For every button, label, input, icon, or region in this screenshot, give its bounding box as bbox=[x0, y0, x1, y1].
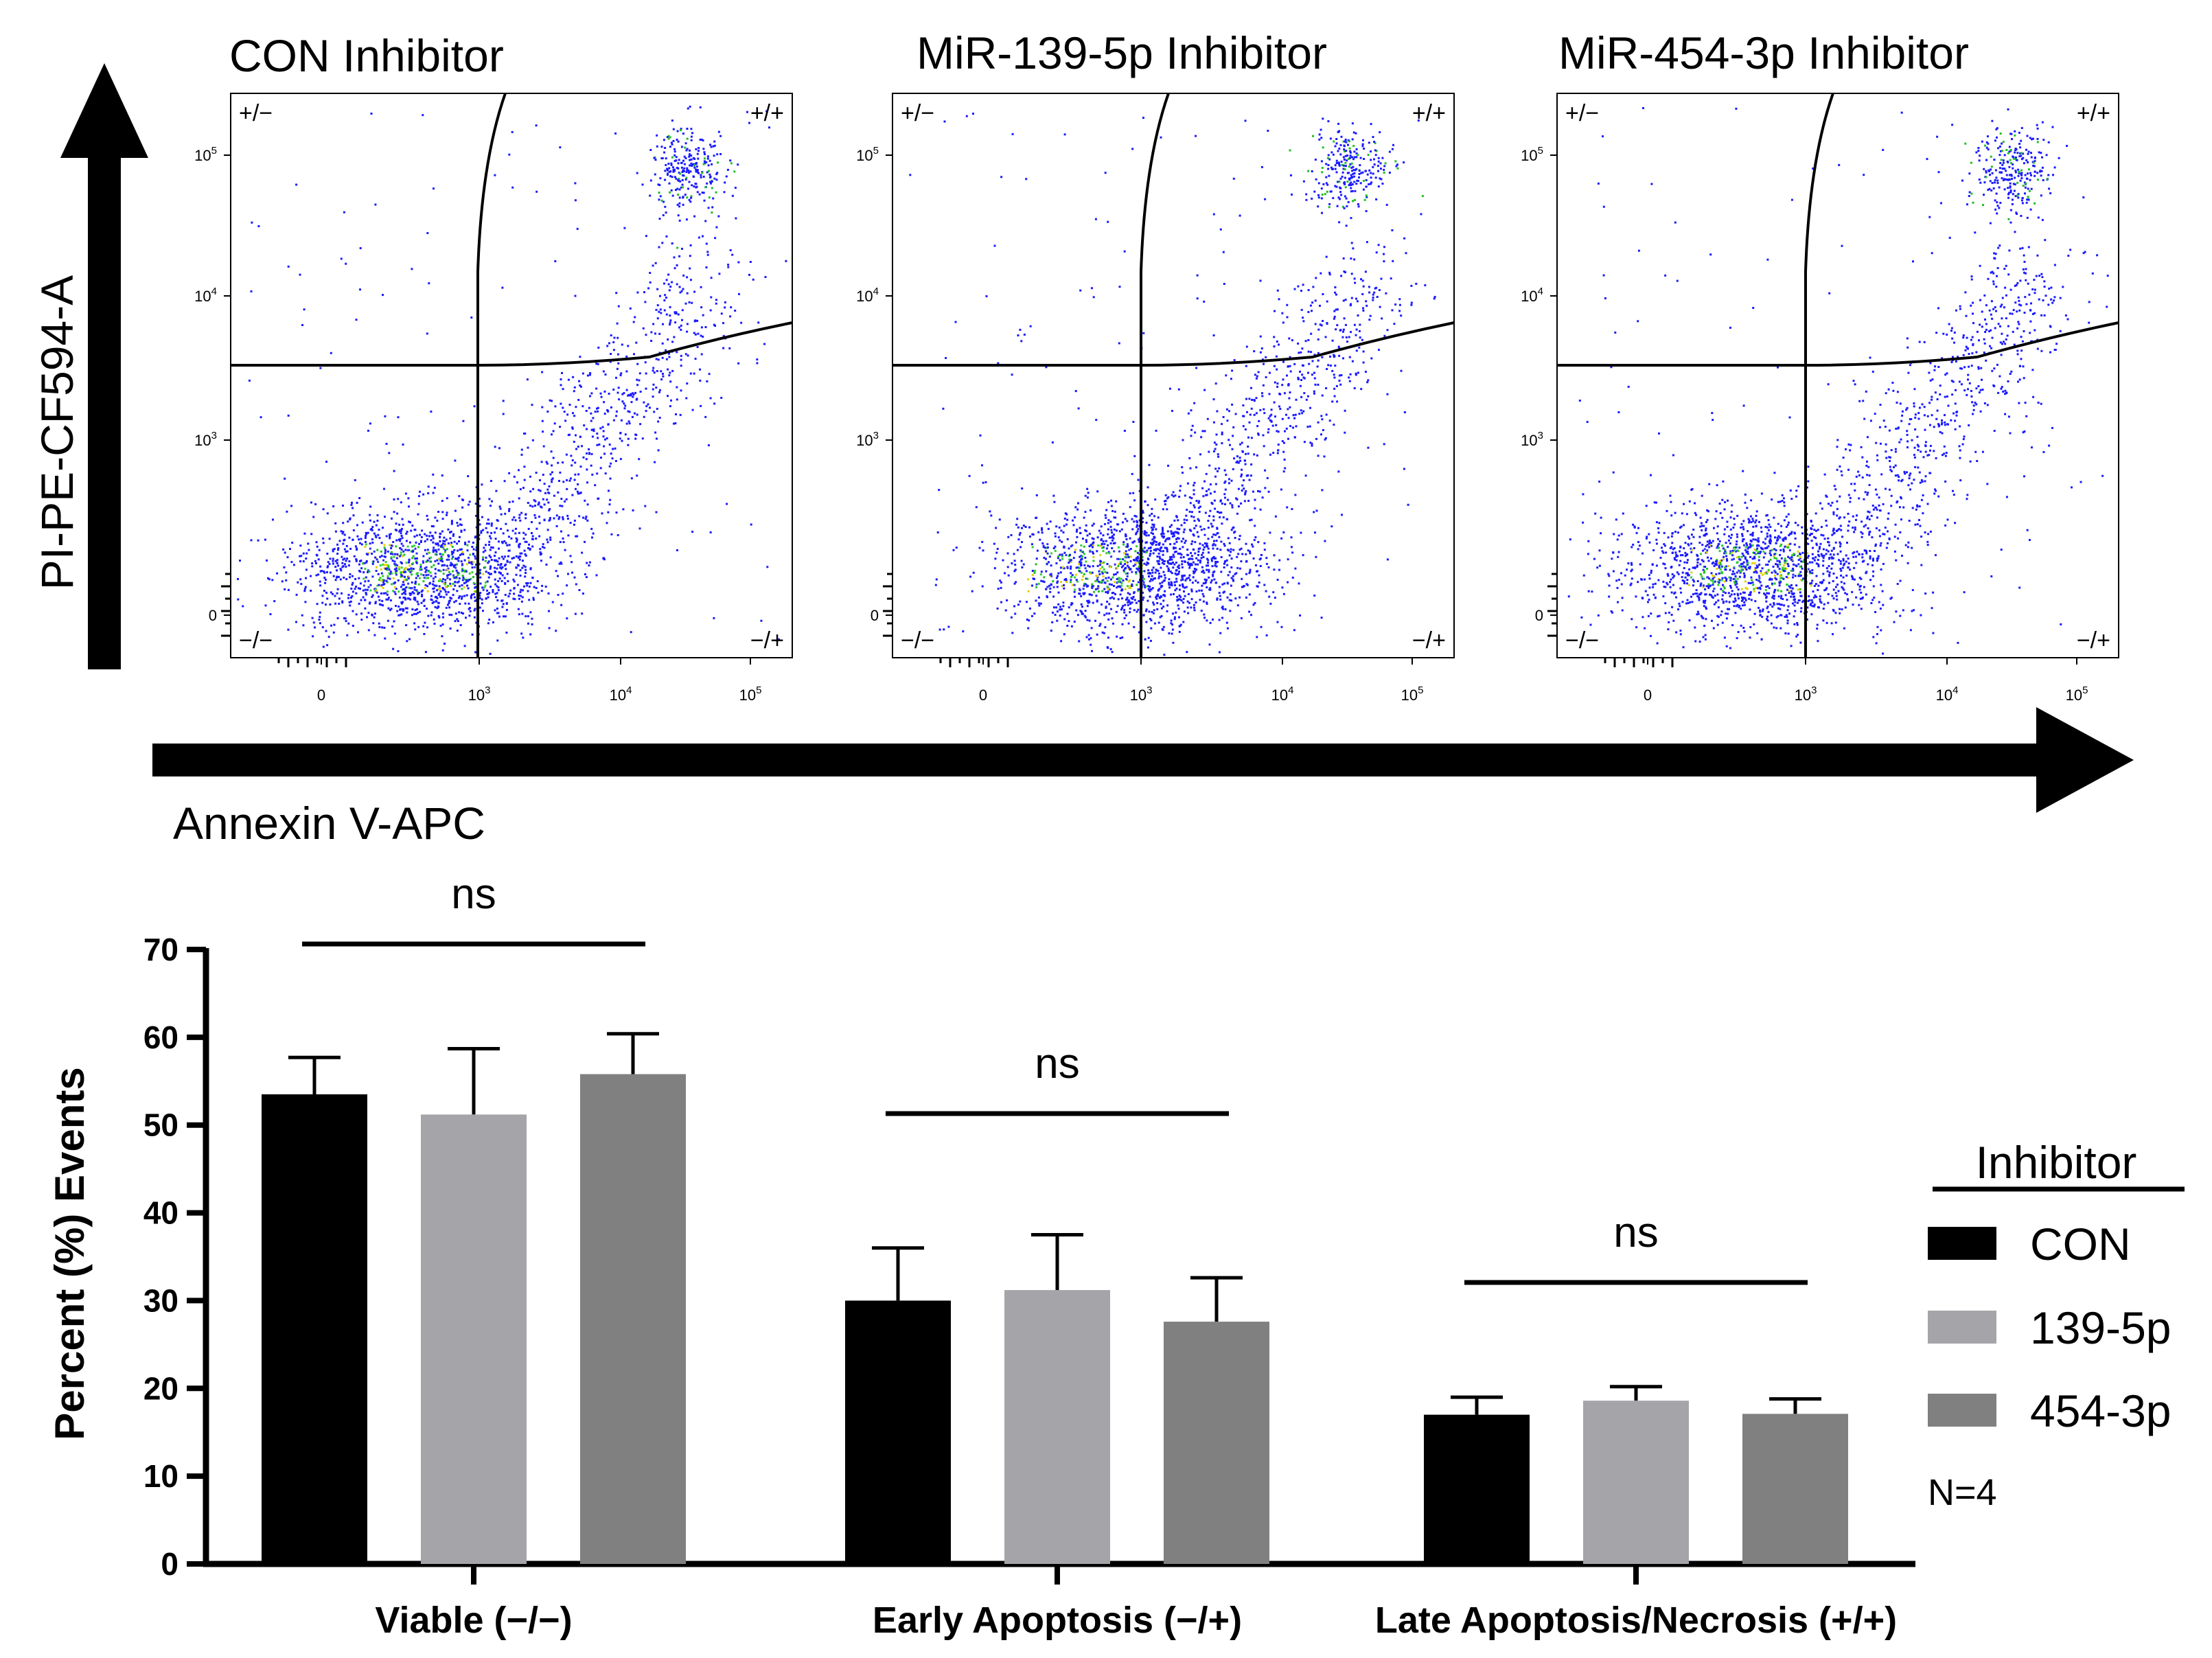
event-dots bbox=[1567, 107, 2109, 655]
event-dots bbox=[909, 113, 1436, 656]
bar-CON-0 bbox=[262, 1094, 367, 1564]
flow-panel-con: +/− +/+ −/− −/+ 105 104 103 0 0 103 104 105 bbox=[194, 93, 793, 704]
quadrant-label-tl: +/− bbox=[1565, 100, 1599, 126]
quadrant-label-br: −/+ bbox=[1412, 627, 1446, 654]
significance-label: ns bbox=[1035, 1040, 1079, 1087]
quadrant-label-bl: −/− bbox=[901, 627, 934, 654]
quadrant-label-br: −/+ bbox=[750, 627, 784, 654]
legend-swatch-139 bbox=[1928, 1311, 1996, 1344]
x-tick-label: 105 bbox=[1401, 684, 1424, 704]
bar-CON-1 bbox=[845, 1300, 951, 1564]
x-tick-label: 105 bbox=[2066, 684, 2088, 704]
x-tick-label: 104 bbox=[1936, 684, 1959, 704]
y-tick-label: 20 bbox=[143, 1370, 178, 1406]
y-tick-label: 104 bbox=[1521, 286, 1543, 305]
legend-label-139: 139-5p bbox=[2030, 1302, 2171, 1353]
quadrant-label-tl: +/− bbox=[901, 100, 934, 126]
panel-title-139: MiR-139-5p Inhibitor bbox=[917, 27, 1327, 78]
y-tick-label: 30 bbox=[143, 1282, 178, 1318]
quadrant-label-br: −/+ bbox=[2077, 627, 2110, 654]
y-tick-label: 103 bbox=[856, 430, 879, 449]
quadrant-label-bl: −/− bbox=[239, 627, 273, 654]
y-tick-label: 0 bbox=[209, 607, 217, 624]
y-tick-label: 60 bbox=[143, 1020, 178, 1055]
y-tick-label: 105 bbox=[856, 145, 879, 164]
bar-139-5p-2 bbox=[1583, 1401, 1689, 1564]
x-tick-label: 0 bbox=[979, 687, 987, 704]
quadrant-label-tr: +/+ bbox=[1412, 100, 1446, 126]
y-tick-label: 103 bbox=[1521, 430, 1543, 449]
flow-panel-454: +/− +/+ −/− −/+ 105 104 103 0 0 103 104 105 bbox=[1521, 93, 2119, 704]
horizontal-gate-line bbox=[1557, 321, 2119, 367]
y-tick-label: 105 bbox=[1521, 145, 1543, 164]
significance-brackets: ns ns ns bbox=[302, 871, 1808, 1285]
plot-frame bbox=[1556, 93, 2119, 658]
x-tick-label: 104 bbox=[610, 684, 632, 704]
x-tick-label: 103 bbox=[1795, 684, 1817, 704]
x-tick-label: 105 bbox=[739, 684, 762, 704]
y-tick-label: 104 bbox=[856, 286, 879, 305]
x-tick-label: 0 bbox=[1644, 687, 1652, 704]
legend-title: Inhibitor bbox=[1976, 1137, 2137, 1188]
legend-label-con: CON bbox=[2030, 1219, 2131, 1269]
y-tick-label: 105 bbox=[194, 145, 217, 164]
y-tick-label: 50 bbox=[143, 1107, 178, 1143]
bar-139-5p-1 bbox=[1004, 1290, 1110, 1564]
bar-marks bbox=[262, 1032, 1848, 1564]
flow-y-axis-title: PI-PE-CF594-A bbox=[32, 275, 82, 590]
quadrant-label-tr: +/+ bbox=[2077, 100, 2110, 126]
legend-swatch-454 bbox=[1928, 1394, 1996, 1427]
bar-CON-2 bbox=[1424, 1414, 1530, 1564]
x-axis-arrow bbox=[152, 707, 2134, 813]
legend-swatch-con bbox=[1928, 1227, 1996, 1260]
y-tick-label: 0 bbox=[1535, 607, 1543, 624]
y-tick-label: 0 bbox=[161, 1546, 178, 1582]
plot-frame bbox=[892, 93, 1455, 658]
flow-cytometry-section: PI-PE-CF594-A Annexin V-APC CON Inhibito… bbox=[32, 27, 2134, 849]
category-label: Early Apoptosis (−/+) bbox=[873, 1600, 1242, 1641]
plot-frame bbox=[230, 93, 793, 658]
vertical-gate-line bbox=[1140, 93, 1170, 658]
significance-label: ns bbox=[1613, 1209, 1658, 1256]
horizontal-gate-line bbox=[892, 321, 1455, 367]
panel-title-454: MiR-454-3p Inhibitor bbox=[1558, 27, 1969, 78]
horizontal-gate-line bbox=[231, 321, 793, 367]
bar-139-5p-0 bbox=[421, 1114, 527, 1564]
y-tick-label: 10 bbox=[143, 1458, 178, 1494]
panel-title-con: CON Inhibitor bbox=[229, 30, 504, 81]
legend: Inhibitor CON 139-5p 454-3p N=4 bbox=[1928, 1137, 2185, 1513]
flow-panel-139: +/− +/+ −/− −/+ 105 104 103 0 0 103 104 105 bbox=[856, 93, 1455, 704]
quadrant-label-tl: +/− bbox=[239, 100, 273, 126]
vertical-gate-line bbox=[476, 93, 507, 658]
significance-label: ns bbox=[451, 871, 496, 918]
quadrant-label-tr: +/+ bbox=[750, 100, 784, 126]
y-tick-label: 70 bbox=[143, 932, 178, 967]
event-dots bbox=[237, 105, 787, 655]
flow-x-axis-title: Annexin V-APC bbox=[173, 798, 485, 849]
category-labels: Viable (−/−) Early Apoptosis (−/+) Late Ap… bbox=[375, 1600, 1897, 1641]
bar-454-3p-0 bbox=[580, 1074, 686, 1564]
bar-454-3p-1 bbox=[1164, 1322, 1269, 1564]
x-tick-label: 103 bbox=[468, 684, 491, 704]
y-tick-label: 103 bbox=[194, 430, 217, 449]
x-tick-label: 104 bbox=[1271, 684, 1294, 704]
bar-454-3p-2 bbox=[1742, 1414, 1848, 1564]
quadrant-label-bl: −/− bbox=[1565, 627, 1599, 654]
sample-size-label: N=4 bbox=[1928, 1472, 1997, 1513]
y-tick-label: 104 bbox=[194, 286, 217, 305]
category-label: Late Apoptosis/Necrosis (+/+) bbox=[1375, 1600, 1897, 1641]
y-axis-arrow bbox=[60, 63, 148, 669]
y-tick-label: 40 bbox=[143, 1195, 178, 1231]
bar-y-axis-title: Percent (%) Events bbox=[47, 1067, 93, 1440]
vertical-gate-line bbox=[1804, 93, 1834, 658]
y-tick-label: 0 bbox=[871, 607, 879, 624]
x-tick-label: 0 bbox=[317, 687, 325, 704]
legend-label-454: 454-3p bbox=[2030, 1385, 2171, 1436]
category-label: Viable (−/−) bbox=[375, 1600, 572, 1641]
x-tick-label: 103 bbox=[1130, 684, 1153, 704]
